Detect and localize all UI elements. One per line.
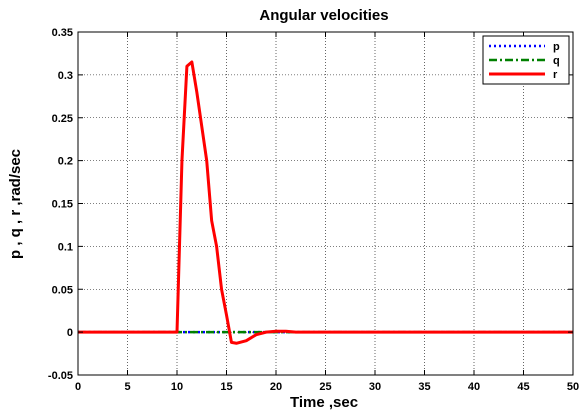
x-tick-label: 15 (220, 381, 232, 393)
chart-title: Angular velocities (259, 7, 388, 24)
y-tick-label: 0.05 (52, 284, 73, 296)
x-tick-label: 25 (319, 381, 331, 393)
legend: pqr (482, 35, 570, 85)
series-line-r (78, 60, 573, 345)
legend-label-q: q (553, 55, 560, 67)
x-tick-label: 30 (369, 381, 381, 393)
x-tick-labels: 0 5 10 15 20 25 30 35 40 45 50 (75, 381, 579, 393)
x-tick-label: 5 (124, 381, 130, 393)
y-tick-label: 0.25 (52, 113, 73, 125)
legend-label-p: p (553, 41, 560, 53)
legend-label-r: r (553, 69, 558, 81)
y-tick-label: 0.2 (58, 156, 73, 168)
x-tick-label: 0 (75, 381, 81, 393)
y-tick-labels: -0.05 0 0.05 0.1 0.15 0.2 0.25 0.3 0.35 (48, 27, 73, 382)
y-tick-label: -0.05 (48, 370, 73, 382)
tick-marks (77, 31, 574, 376)
y-tick-label: 0.35 (52, 27, 73, 39)
x-tick-label: 40 (468, 381, 480, 393)
y-tick-label: 0 (67, 327, 73, 339)
y-tick-label: 0.3 (58, 70, 73, 82)
y-axis-label: p , q , r ,rad/sec (7, 149, 24, 259)
x-tick-label: 20 (270, 381, 282, 393)
x-tick-label: 50 (567, 381, 579, 393)
y-tick-label: 0.1 (58, 241, 73, 253)
y-tick-label: 0.15 (52, 199, 73, 211)
x-tick-label: 45 (517, 381, 529, 393)
x-axis-label: Time ,sec (290, 394, 358, 411)
grid-lines (78, 32, 573, 375)
series-lines (78, 60, 573, 345)
x-tick-label: 10 (171, 381, 183, 393)
x-tick-label: 35 (418, 381, 430, 393)
